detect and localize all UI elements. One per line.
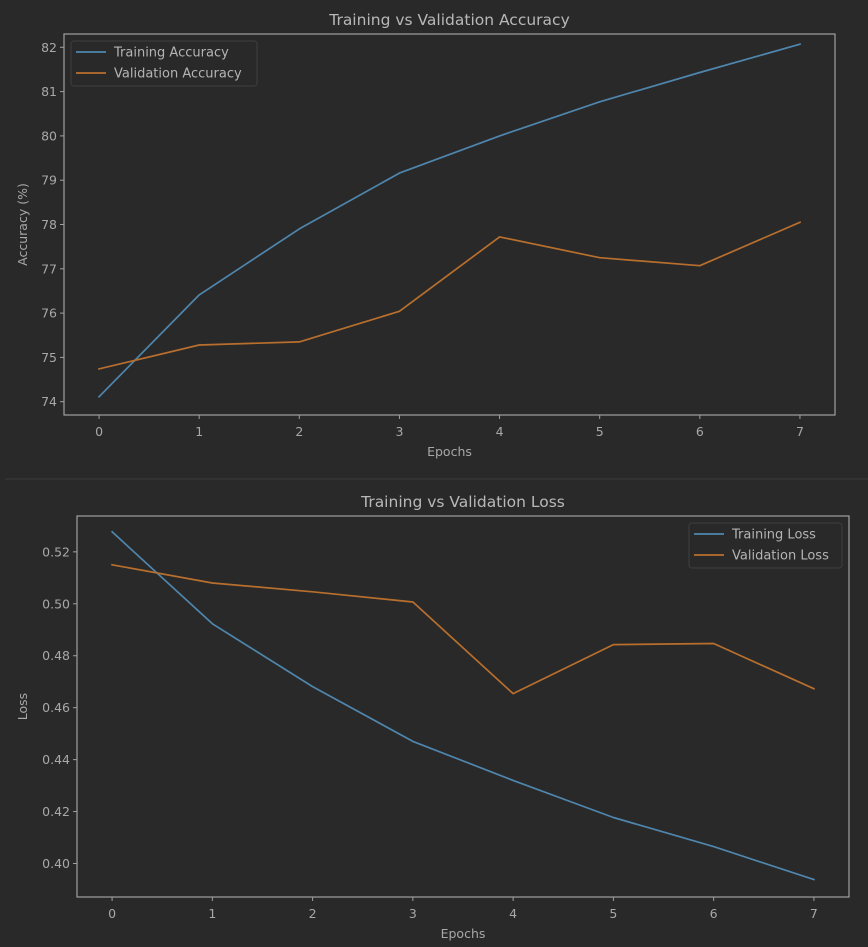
y-tick-label: 76 [41, 306, 57, 321]
validation-series-line [111, 563, 816, 695]
chart-title: Training vs Validation Accuracy [328, 11, 570, 29]
loss-chart: Training vs Validation Loss 0 1 2 3 4 5 6 7 0.40 0… [15, 493, 850, 941]
validation-series-line [97, 221, 802, 370]
x-tick-label: 6 [696, 424, 704, 439]
legend-box [688, 522, 843, 569]
x-tick-label: 2 [295, 424, 303, 439]
x-tick-label: 4 [509, 906, 517, 921]
legend: Training Accuracy Validation Accuracy [70, 40, 258, 87]
x-tick-label: 7 [810, 906, 818, 921]
y-tick-label: 80 [41, 128, 57, 143]
y-tick-label: 0.46 [42, 700, 70, 715]
y-tick-label: 0.52 [42, 544, 70, 559]
plot-frame [63, 33, 836, 416]
x-tick-label: 7 [796, 424, 804, 439]
x-tick-label: 3 [395, 424, 403, 439]
legend-box [70, 40, 258, 87]
training-series-line [110, 530, 815, 881]
x-axis-label: Epochs [427, 444, 472, 459]
y-axis-label: Loss [15, 693, 30, 720]
x-tick-label: 0 [95, 424, 103, 439]
y-tick-label: 77 [41, 261, 57, 276]
y-tick-label: 78 [41, 217, 57, 232]
x-tick-label: 1 [208, 906, 216, 921]
plot-frame [76, 515, 850, 898]
y-tick-label: 79 [41, 173, 57, 188]
legend: Training Loss Validation Loss [688, 522, 843, 569]
x-tick-label: 3 [409, 906, 417, 921]
y-tick-label: 0.48 [42, 648, 70, 663]
x-axis-label: Epochs [441, 926, 486, 941]
y-tick-label: 74 [41, 394, 57, 409]
validation-legend-label: Validation Accuracy [114, 67, 242, 82]
x-tick-label: 5 [609, 906, 617, 921]
x-tick-label: 2 [309, 906, 317, 921]
x-tick-label: 4 [496, 424, 504, 439]
training-legend-label: Training Loss [731, 528, 816, 543]
training-series-line [97, 43, 802, 399]
x-tick-label: 0 [108, 906, 116, 921]
chart-title: Training vs Validation Loss [360, 493, 565, 511]
x-tick-label: 6 [710, 906, 718, 921]
x-tick-label: 1 [195, 424, 203, 439]
y-tick-label: 0.42 [42, 804, 70, 819]
y-tick-label: 0.50 [42, 596, 70, 611]
x-tick-label: 5 [596, 424, 604, 439]
y-tick-label: 0.44 [42, 752, 70, 767]
y-tick-label: 75 [41, 350, 57, 365]
validation-legend-label: Validation Loss [732, 549, 829, 564]
training-legend-label: Training Accuracy [113, 46, 229, 61]
y-tick-label: 0.40 [42, 856, 70, 871]
y-tick-label: 82 [41, 40, 57, 55]
y-tick-label: 81 [41, 84, 57, 99]
y-axis-label: Accuracy (%) [15, 183, 30, 266]
